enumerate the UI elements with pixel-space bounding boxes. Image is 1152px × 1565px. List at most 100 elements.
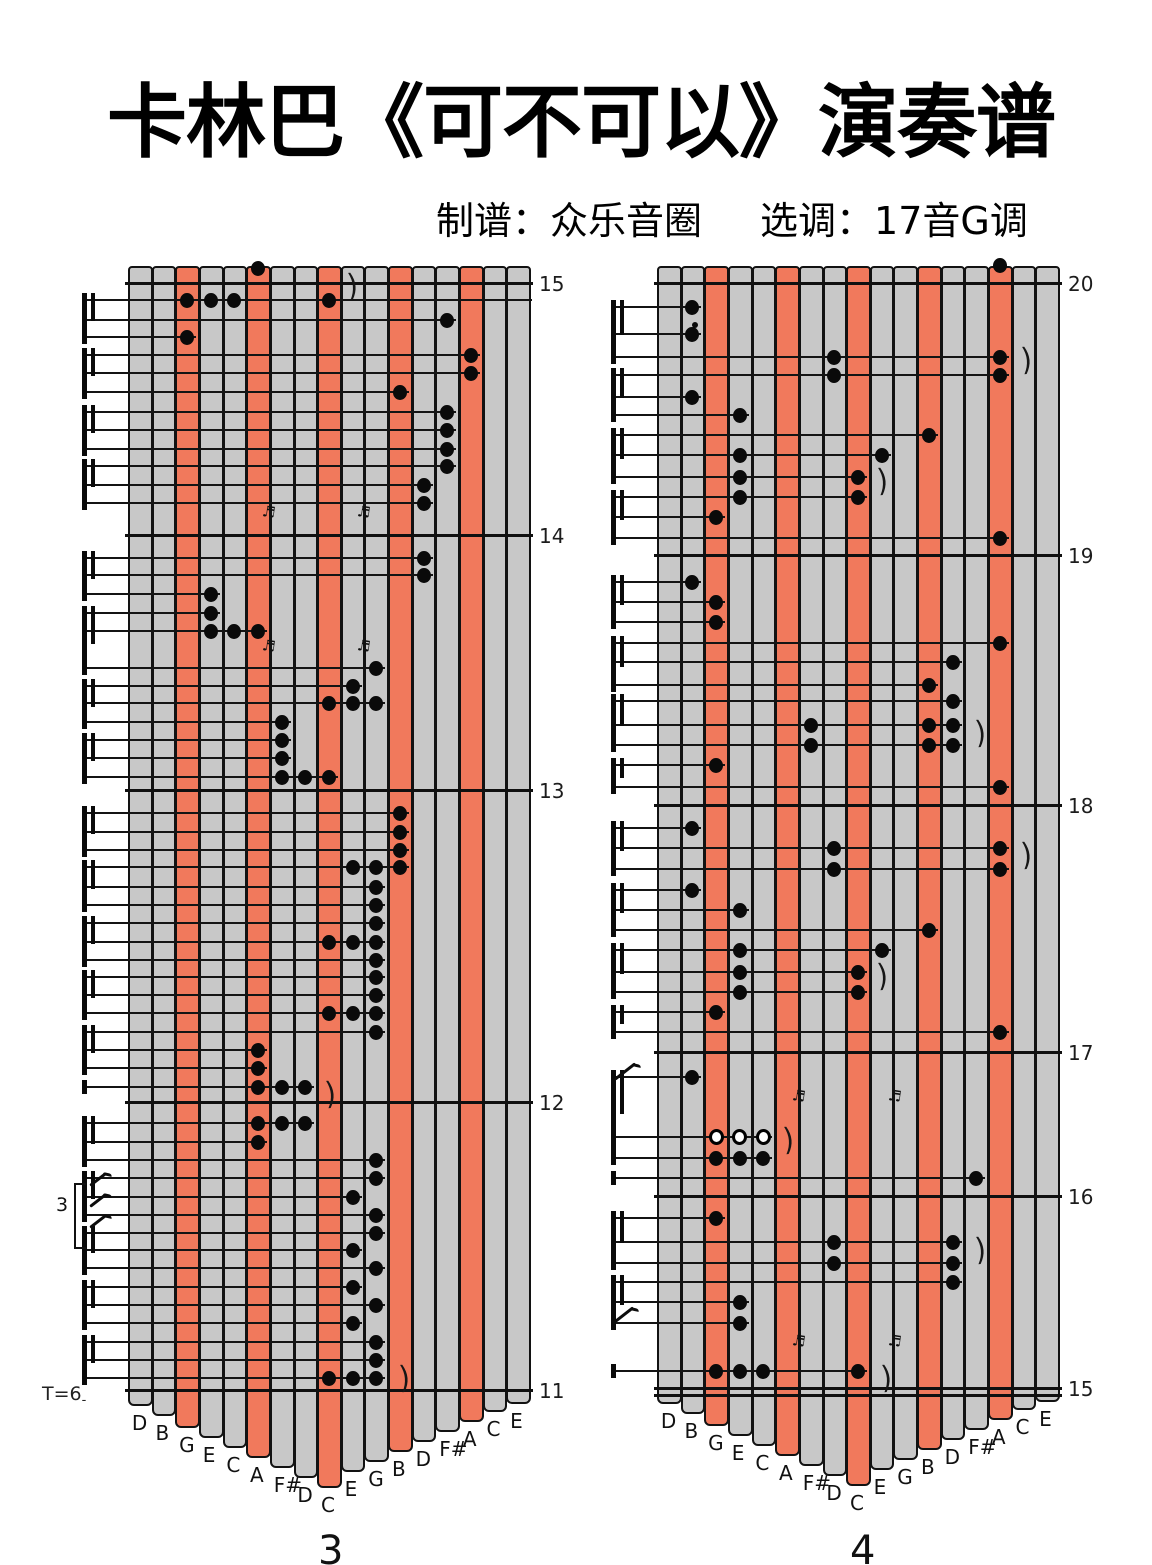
note-stem-line [612, 434, 938, 436]
beam-bar-inner [620, 575, 624, 605]
note-dot [709, 509, 724, 525]
note-stem-line [612, 356, 1009, 358]
note-dot [732, 1363, 747, 1379]
beam-bar-inner [91, 1226, 95, 1253]
beam-bar-outer [82, 459, 87, 510]
tine-column [798, 266, 824, 1466]
note-dot [369, 1225, 384, 1241]
tine-column [917, 266, 942, 1450]
beam-bar-outer [82, 1116, 87, 1167]
beam-bar-inner [91, 916, 95, 945]
note-dot [827, 367, 842, 383]
note-dot [685, 882, 700, 898]
note-dot [322, 292, 336, 308]
beam-bar-outer [82, 970, 87, 1020]
note-dot [709, 757, 724, 773]
note-dot [945, 737, 960, 753]
beam-bar-inner [620, 758, 624, 778]
note-dot [369, 879, 384, 895]
tine-column [459, 266, 484, 1422]
note-dot [732, 1294, 747, 1310]
note-dot [685, 820, 700, 836]
note-dot [251, 1079, 266, 1095]
note-stem-line [83, 593, 220, 595]
beam-bar-inner [91, 679, 95, 707]
note-dot [440, 312, 455, 328]
tine-label: A [991, 1425, 1006, 1449]
tine-label: D [131, 1411, 148, 1435]
note-dot [392, 824, 407, 840]
note-dot [345, 1370, 360, 1386]
beam-bar-inner [91, 293, 95, 322]
measure-number: 13 [539, 779, 565, 803]
note-stem-line [612, 1136, 773, 1138]
note-stem-line [612, 949, 891, 951]
note-dot [227, 292, 242, 308]
note-dot [803, 737, 818, 753]
tine-label: A [779, 1461, 793, 1485]
note-dot [992, 349, 1007, 365]
page-subtitle: 制谱：众乐音圈 选调：17音G调 [436, 190, 1028, 245]
beam-bar-outer [82, 679, 87, 729]
note-stem-line [612, 889, 702, 891]
note-stem-line [83, 1359, 386, 1361]
measure-number: 15 [539, 272, 565, 296]
note-stem-line [612, 642, 1009, 644]
note-dot [369, 1352, 384, 1368]
note-stem-line [612, 764, 726, 766]
note-stem-line [612, 1322, 749, 1324]
note-dot [992, 257, 1007, 273]
measure-line [654, 804, 1062, 807]
note-stem-line [83, 1196, 362, 1198]
note-stem-line [612, 374, 1009, 376]
note-dot [921, 922, 936, 938]
note-dot [203, 292, 218, 308]
note-stem-line [83, 1377, 386, 1379]
note-stem-line [612, 909, 749, 911]
note-dot [369, 915, 384, 931]
note-dot [345, 859, 360, 875]
measure-line [654, 1051, 1062, 1054]
tine-column [846, 266, 871, 1486]
note-stem-line [612, 724, 962, 726]
beam-bar-outer [82, 1226, 87, 1275]
measure-line [125, 1101, 533, 1104]
beam-bar-inner [620, 428, 624, 459]
tine-label: F# [439, 1437, 468, 1461]
note-stem-line [83, 354, 480, 356]
tine-label: D [415, 1447, 431, 1471]
note-dot [992, 779, 1007, 795]
note-stem-line [612, 929, 938, 931]
tine-label: C [850, 1491, 864, 1515]
note-stem-line [612, 868, 1009, 870]
tine-label: C [321, 1493, 335, 1517]
note-stem-line [83, 1086, 315, 1088]
note-dot [969, 1170, 984, 1186]
note-stem-line [612, 661, 962, 663]
beam-bar-inner [620, 883, 624, 913]
note-dot [851, 489, 865, 505]
note-dot [274, 1079, 289, 1095]
tine-label: D [660, 1409, 677, 1433]
note-dot [732, 1150, 747, 1166]
beam-bar-outer [611, 575, 616, 629]
note-dot [369, 1334, 384, 1350]
note-stem-line [83, 812, 409, 814]
note-stem-line [83, 1341, 386, 1343]
note-dot [392, 384, 407, 400]
note-dot [685, 574, 700, 590]
note-stem-line [612, 1217, 726, 1219]
note-dot [180, 329, 195, 345]
tine-label: C [486, 1417, 501, 1441]
note-dot [369, 1152, 384, 1168]
note-stem-line [612, 1031, 1009, 1033]
note-dot [274, 769, 289, 785]
measure-line [125, 534, 533, 537]
note-dot [732, 902, 747, 918]
note-stem-line [612, 581, 702, 583]
note-dot [298, 1079, 313, 1095]
note-stem-line [83, 502, 433, 504]
note-dot [732, 489, 747, 505]
note-stem-line [83, 886, 386, 888]
note-dot [369, 1370, 384, 1386]
